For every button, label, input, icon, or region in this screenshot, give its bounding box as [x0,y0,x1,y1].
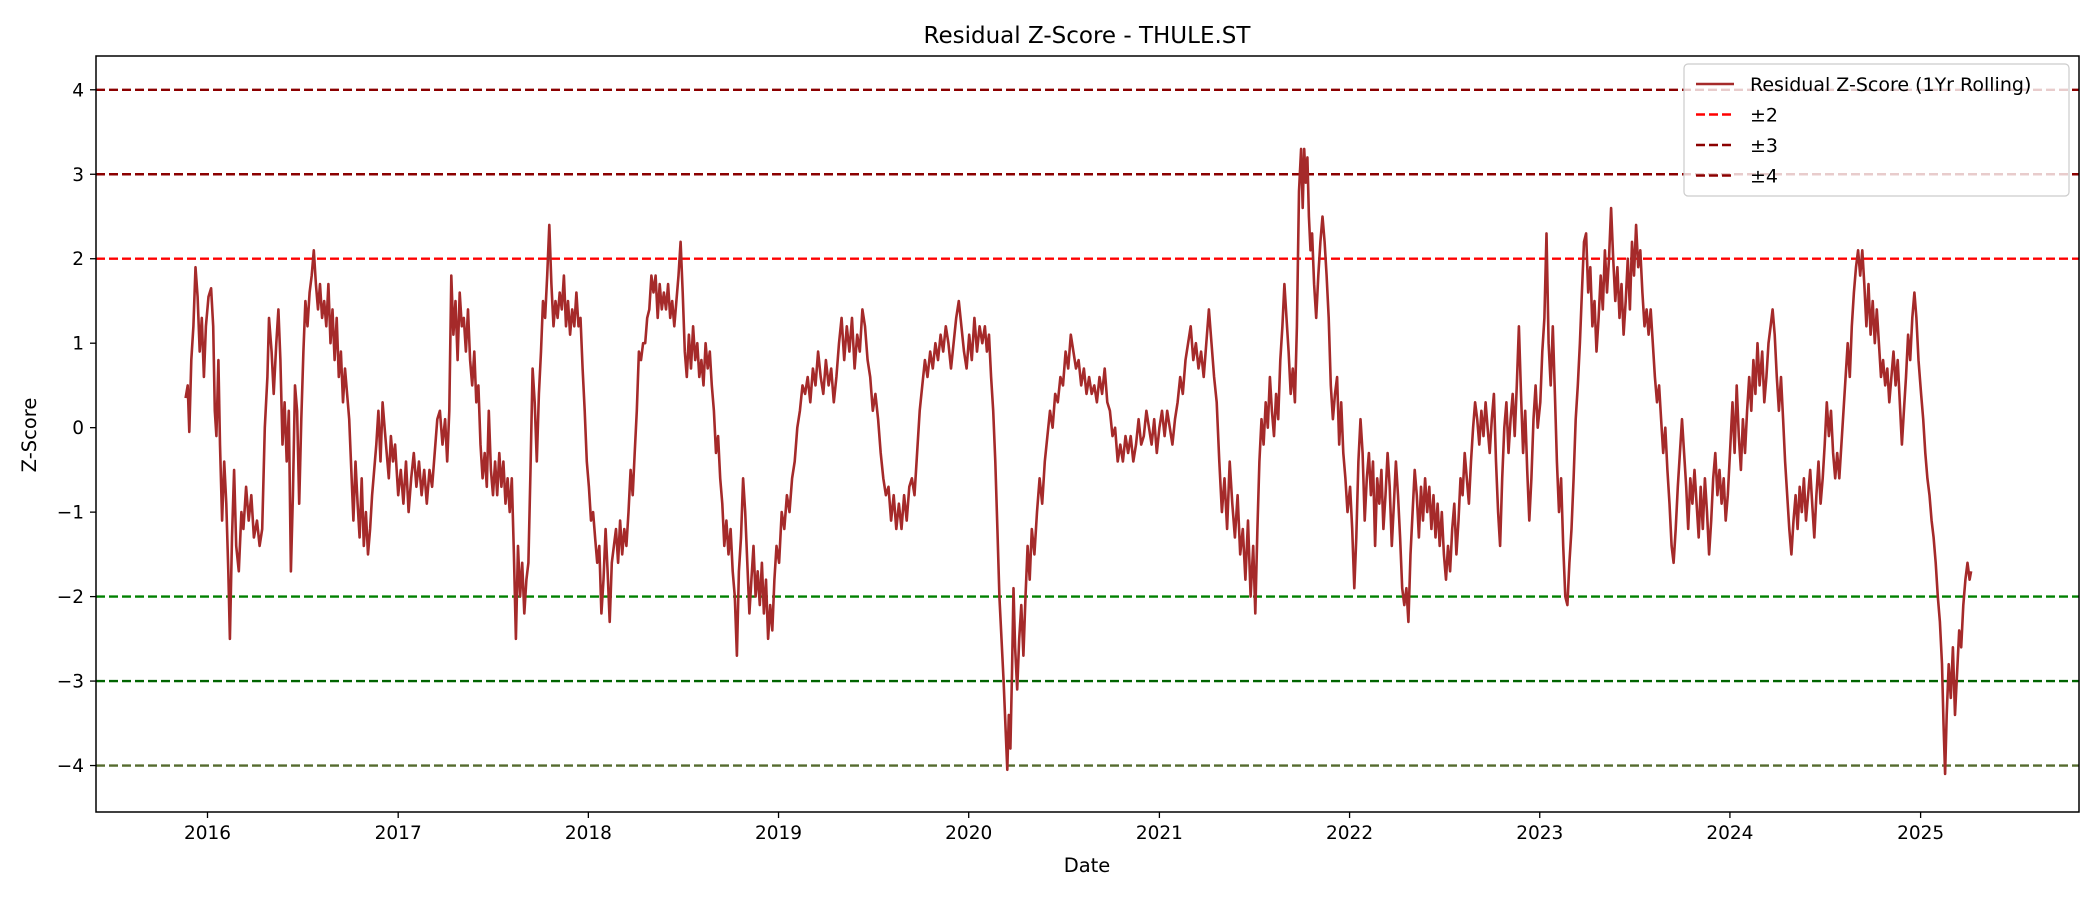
y-tick-label: −3 [57,672,84,693]
y-tick-label: 2 [72,249,84,270]
y-tick-label: −1 [57,503,84,524]
x-tick-label: 2021 [1136,823,1183,844]
legend-label: ±4 [1750,166,1778,188]
legend-label: ±3 [1750,135,1778,157]
legend-label: Residual Z-Score (1Yr Rolling) [1750,74,2031,96]
x-tick-label: 2016 [184,823,231,844]
y-tick-label: 4 [72,80,84,101]
y-tick-label: 1 [72,334,84,355]
threshold-lines [96,88,2079,767]
legend: Residual Z-Score (1Yr Rolling) ±2 ±3 ±4 [1683,63,2070,197]
y-axis-ticks: −4 −3 −2 −1 0 1 2 3 4 [57,80,96,777]
legend-box [1683,63,2070,197]
plot-area-frame [95,55,2080,813]
chart-title: Residual Z-Score - THULE.ST [924,23,1252,49]
x-tick-label: 2024 [1706,823,1753,844]
y-axis-label: Z-Score [18,398,41,473]
series-line [184,147,1973,776]
x-tick-label: 2022 [1326,823,1373,844]
y-tick-label: 0 [72,418,84,439]
series-group [184,147,1973,776]
x-tick-label: 2020 [945,823,992,844]
y-tick-label: 3 [72,165,84,186]
y-tick-label: −2 [57,587,84,608]
x-tick-label: 2018 [565,823,612,844]
x-axis-label: Date [1064,854,1111,877]
x-tick-label: 2017 [375,823,422,844]
x-axis-ticks: 2016 2017 2018 2019 2020 2021 2022 2023 2024 2025 [184,812,1944,844]
legend-label: ±2 [1750,105,1778,127]
x-tick-label: 2019 [755,823,802,844]
x-tick-label: 2025 [1897,823,1944,844]
x-tick-label: 2023 [1516,823,1563,844]
y-tick-label: −4 [57,756,84,777]
